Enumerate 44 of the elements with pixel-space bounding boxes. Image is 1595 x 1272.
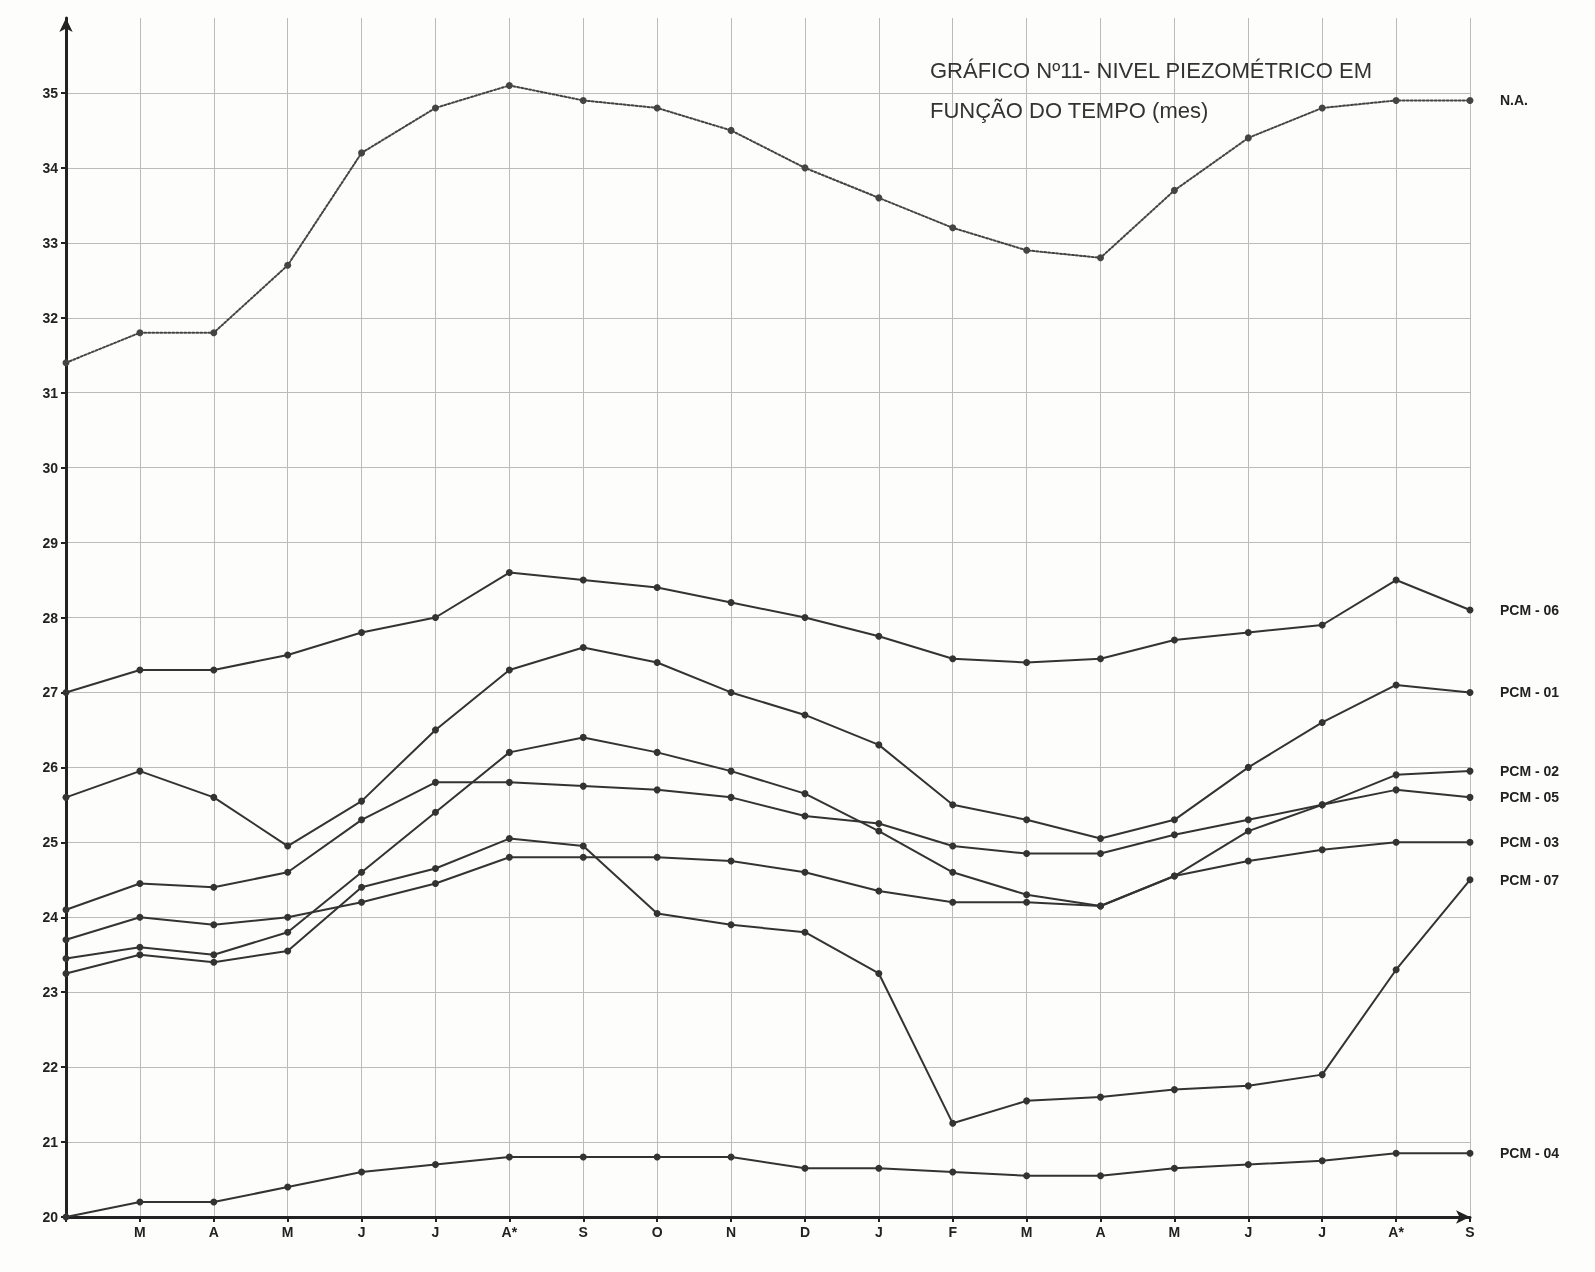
y-tick-label: 33 (42, 234, 59, 251)
y-tick-label: 26 (42, 759, 59, 776)
text: GRÁFICO Nº11- NIVEL PIEZOMÉTRICO EM FUNÇÃO DO TEMPO (mes) (930, 57, 1379, 123)
x-tick-label: J (431, 1224, 440, 1240)
x-tick-label: J (874, 1224, 883, 1240)
y-tick-label: 35 (42, 84, 59, 101)
x-tick-label: M (1020, 1224, 1033, 1240)
y-tick-label: 24 (42, 909, 59, 926)
series-label: PCM - 03 (1500, 834, 1560, 851)
x-tick-label: A* (501, 1224, 518, 1240)
x-tick-label: F (948, 1224, 958, 1240)
y-tick-label: 30 (42, 459, 59, 476)
x-tick-label: J (357, 1224, 366, 1240)
x-tick-label: A (1095, 1224, 1106, 1240)
x-tick-label: O (651, 1224, 663, 1240)
x-tick-label: M (1168, 1224, 1181, 1240)
x-tick-label: A* (1388, 1224, 1405, 1240)
x-tick-label: J (1318, 1224, 1327, 1240)
x-tick-label: S (1465, 1224, 1475, 1240)
series-label: PCM - 02 (1500, 763, 1560, 780)
y-tick-label: 22 (42, 1059, 59, 1076)
series-label: PCM - 05 (1500, 789, 1560, 806)
y-tick-label: 32 (42, 309, 59, 326)
y-tick-label: 31 (42, 384, 59, 401)
y-tick-label: 27 (42, 684, 59, 701)
y-tick-label: 20 (42, 1209, 59, 1225)
y-tick-label: 29 (42, 534, 59, 551)
series-label: PCM - 01 (1500, 684, 1560, 701)
series-label: PCM - 07 (1500, 871, 1560, 888)
y-tick-label: 28 (42, 609, 59, 626)
x-tick-label: J (1244, 1224, 1253, 1240)
x-tick-label: S (578, 1224, 588, 1240)
series-label: N.A. (1500, 92, 1528, 109)
y-tick-label: 25 (42, 834, 59, 851)
x-tick-label: N (725, 1224, 737, 1240)
x-tick-label: A (208, 1224, 219, 1240)
series-label: PCM - 06 (1500, 602, 1560, 619)
series-label: PCM - 04 (1500, 1145, 1560, 1162)
y-tick-label: 34 (42, 159, 59, 176)
x-tick-label: D (799, 1224, 811, 1240)
x-tick-label: M (281, 1224, 294, 1240)
y-tick-label: 23 (42, 984, 59, 1001)
y-tick-label: 21 (42, 1134, 59, 1151)
x-tick-label: M (134, 1224, 146, 1240)
